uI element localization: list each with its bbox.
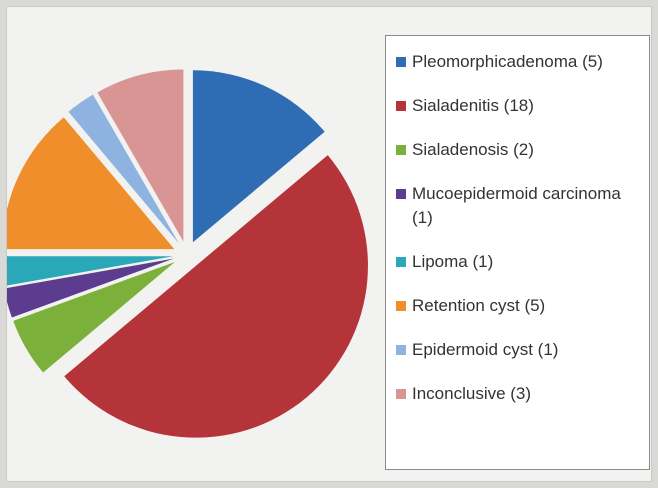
legend-label: Sialadenosis (2) [412, 140, 534, 159]
legend-item: Inconclusive (3) [396, 382, 649, 406]
pie-slice [7, 258, 174, 318]
legend-item: Mucoepidermoid carcinoma (1) [396, 182, 649, 230]
pie-slice [192, 70, 325, 243]
pie-slice [68, 94, 179, 244]
pie-slice [64, 155, 368, 438]
legend-swatch [396, 345, 406, 355]
legend-item: Lipoma (1) [396, 250, 649, 274]
legend-label: Sialadenitis (18) [412, 96, 534, 115]
legend-label: Pleomorphicadenoma (5) [412, 52, 603, 71]
legend-item: Sialadenitis (18) [396, 94, 649, 118]
legend-label: Mucoepidermoid carcinoma (1) [412, 184, 621, 227]
pie-slice [97, 69, 184, 242]
legend-swatch [396, 301, 406, 311]
legend-item: Retention cyst (5) [396, 294, 649, 318]
legend-swatch [396, 145, 406, 155]
legend-swatch [396, 257, 406, 267]
legend-item: Epidermoid cyst (1) [396, 338, 649, 362]
legend-item: Pleomorphicadenoma (5) [396, 50, 649, 74]
legend-label: Retention cyst (5) [412, 296, 546, 315]
legend-label: Inconclusive (3) [412, 384, 532, 403]
legend-item: Sialadenosis (2) [396, 138, 649, 162]
legend-swatch [396, 101, 406, 111]
pie-chart [7, 69, 368, 438]
chart-frame: Pleomorphicadenoma (5) Sialadenitis (18) S… [6, 6, 652, 482]
legend-label: Epidermoid cyst (1) [412, 340, 559, 359]
legend: Pleomorphicadenoma (5) Sialadenitis (18) S… [385, 35, 650, 470]
legend-swatch [396, 57, 406, 67]
pie-slice [7, 117, 175, 250]
pie-slice [7, 256, 174, 286]
pie-slice [13, 262, 175, 373]
legend-swatch [396, 189, 406, 199]
legend-swatch [396, 389, 406, 399]
legend-label: Lipoma (1) [412, 252, 494, 271]
